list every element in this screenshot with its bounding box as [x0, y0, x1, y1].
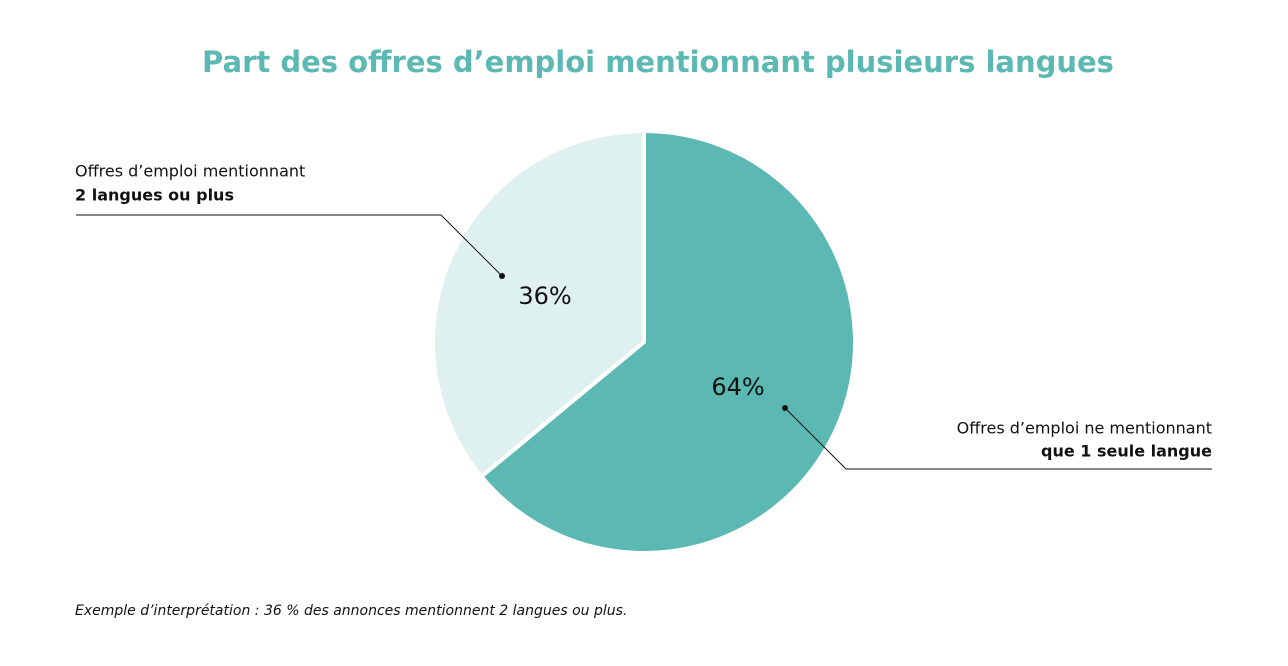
leader-dot: [499, 273, 505, 279]
leader-line: [784, 407, 1212, 470]
value-label: 64%: [711, 373, 764, 401]
chart-title: Part des offres d’emploi mentionnant plu…: [202, 45, 1114, 79]
pie-slice: [431, 129, 646, 479]
footnote: Exemple d’interprétation : 36 % des anno…: [75, 603, 627, 619]
value-label: 36%: [518, 282, 571, 310]
slice-label: 2 langues ou plus: [75, 186, 234, 205]
pie-slice: [479, 129, 857, 555]
leader-line: [76, 214, 503, 277]
leader-dot: [782, 405, 788, 411]
slice-label: Offres d’emploi ne mentionnant: [957, 419, 1212, 438]
slice-label: Offres d’emploi mentionnant: [75, 162, 305, 181]
slice-label: que 1 seule langue: [1041, 442, 1212, 461]
